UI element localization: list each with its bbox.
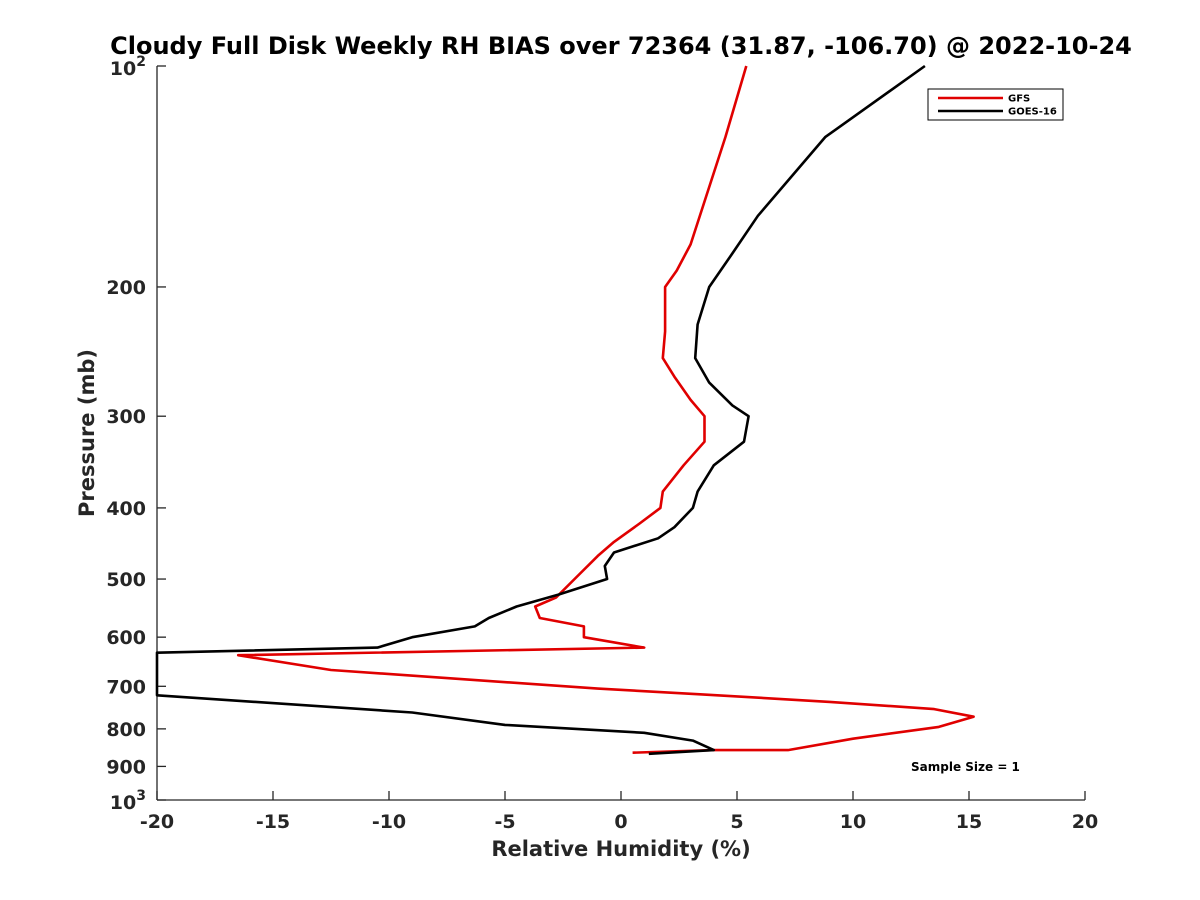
legend-box: [927, 88, 1064, 121]
x-tick-label: -20: [140, 811, 174, 833]
legend: GFS GOES-16: [927, 88, 1064, 121]
legend-label-goes-16: GOES-16: [1008, 107, 1057, 118]
y-tick-label: 500: [106, 569, 146, 591]
series-line-goes-16: [155, 64, 926, 756]
x-tick-label: 10: [840, 811, 866, 833]
y-tick-label: 102: [110, 54, 146, 80]
series-line-gfs: [236, 65, 975, 754]
series-lines: [155, 64, 975, 756]
x-tick-label: 0: [614, 811, 627, 833]
x-axis-ticks: -20 -15 -10 -5 0 5 10 15 20: [140, 791, 1098, 833]
chart-title: Cloudy Full Disk Weekly RH BIAS over 723…: [110, 32, 1132, 60]
x-tick-label: 20: [1072, 811, 1098, 833]
y-axis-ticks: 200 300 400 500 600 700 800 900 102 103: [106, 54, 166, 814]
y-tick-label: 800: [106, 719, 146, 741]
x-tick-label: -15: [256, 811, 290, 833]
x-tick-label: -5: [494, 811, 515, 833]
y-axis-label: Pressure (mb): [75, 349, 99, 517]
y-tick-label: 600: [106, 627, 146, 649]
x-tick-label: 15: [956, 811, 982, 833]
legend-label-gfs: GFS: [1008, 94, 1030, 105]
y-tick-label: 900: [106, 756, 146, 778]
y-tick-label: 400: [106, 498, 146, 520]
y-tick-label: 300: [106, 406, 146, 428]
y-tick-label: 103: [110, 788, 146, 814]
x-tick-label: -10: [372, 811, 406, 833]
x-tick-label: 5: [730, 811, 743, 833]
x-axis-label: Relative Humidity (%): [491, 837, 750, 861]
y-tick-label: 200: [106, 277, 146, 299]
sample-size-annotation: Sample Size = 1: [911, 760, 1020, 774]
y-tick-label: 700: [106, 676, 146, 698]
